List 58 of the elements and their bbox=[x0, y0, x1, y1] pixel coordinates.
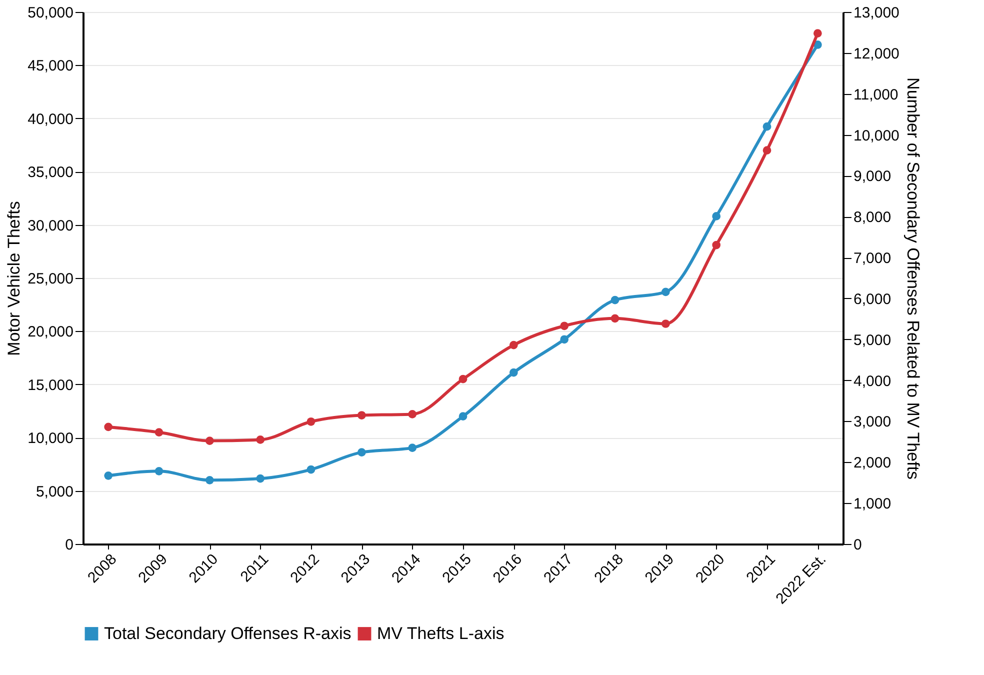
point bbox=[154, 466, 164, 476]
y-tick-label: 40,000 bbox=[28, 110, 74, 128]
point bbox=[104, 471, 113, 480]
point bbox=[357, 411, 366, 420]
y-tick-label: 35,000 bbox=[28, 164, 74, 182]
y2-tick-label: 8,000 bbox=[854, 209, 892, 226]
point bbox=[408, 410, 417, 418]
point bbox=[256, 436, 265, 444]
y2-tick-label: 10,000 bbox=[854, 127, 900, 144]
y-tick-label: 10,000 bbox=[28, 430, 74, 448]
point bbox=[256, 474, 265, 483]
y2-tick-label: 6,000 bbox=[854, 290, 892, 308]
point bbox=[306, 465, 316, 474]
y-tick-label: 15,000 bbox=[28, 376, 74, 394]
point bbox=[357, 448, 366, 457]
point bbox=[509, 340, 518, 350]
y-tick-label: 45,000 bbox=[28, 58, 74, 75]
point bbox=[509, 368, 518, 377]
y-axis-title: Motor Vehicle Thefts bbox=[4, 201, 24, 356]
legend-label: Total Secondary Offenses R-axis bbox=[104, 624, 352, 643]
y-tick-label: 30,000 bbox=[28, 217, 74, 234]
y-tick-label: 20,000 bbox=[28, 324, 74, 341]
point bbox=[205, 436, 214, 445]
point bbox=[762, 122, 772, 131]
y2-tick-label: 0 bbox=[854, 536, 862, 554]
point bbox=[610, 314, 620, 323]
point bbox=[762, 146, 772, 154]
point bbox=[560, 335, 569, 344]
point bbox=[306, 417, 316, 426]
y2-tick-label: 11,000 bbox=[854, 86, 898, 104]
point bbox=[712, 240, 721, 250]
y-tick-label: 50,000 bbox=[28, 4, 74, 22]
y2-tick-label: 5,000 bbox=[854, 332, 892, 349]
point bbox=[661, 320, 670, 328]
point bbox=[661, 288, 670, 296]
point bbox=[610, 296, 620, 304]
y2-tick-label: 7,000 bbox=[854, 250, 892, 268]
y2-tick-label: 9,000 bbox=[854, 168, 892, 186]
y2-tick-label: 1,000 bbox=[854, 496, 892, 513]
y2-tick-label: 13,000 bbox=[854, 4, 900, 22]
point bbox=[458, 412, 468, 420]
y2-tick-label: 4,000 bbox=[854, 372, 892, 390]
point bbox=[813, 29, 822, 38]
point bbox=[104, 422, 113, 432]
point bbox=[458, 374, 468, 384]
y-tick-label: 5,000 bbox=[36, 483, 74, 500]
y-tick-label: 25,000 bbox=[28, 270, 74, 288]
y2-tick-label: 2,000 bbox=[854, 454, 892, 472]
y-tick-label: 0 bbox=[65, 536, 74, 554]
y2-axis-title: Number of Secondary Offenses Related to MV Thefts bbox=[903, 78, 922, 480]
point bbox=[712, 212, 721, 220]
legend-label: MV Thefts L-axis bbox=[377, 624, 504, 643]
point bbox=[205, 476, 214, 484]
point bbox=[154, 428, 164, 436]
y2-tick-label: 3,000 bbox=[854, 414, 892, 431]
point bbox=[560, 322, 569, 330]
y2-tick-label: 12,000 bbox=[854, 45, 900, 62]
point bbox=[408, 444, 417, 452]
